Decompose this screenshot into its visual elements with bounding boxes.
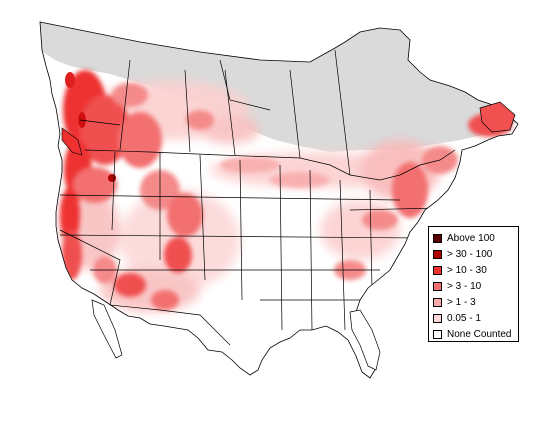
legend-label: > 10 - 30 [447,264,487,276]
legend-label: > 30 - 100 [447,248,493,260]
legend-item-3-10: > 3 - 10 [433,278,518,294]
legend-swatch [433,249,442,259]
legend: Above 100 > 30 - 100 > 10 - 30 > 3 - 10 … [428,226,519,342]
florida [349,309,381,371]
legend-label: > 3 - 10 [447,280,482,292]
legend-swatch [433,281,442,291]
legend-swatch [433,233,442,243]
legend-label: Above 100 [447,232,495,244]
newfoundland [479,101,516,133]
legend-item-none-counted: None Counted [433,326,518,342]
legend-item-1-3: > 1 - 3 [433,294,518,310]
legend-label: 0.05 - 1 [447,312,481,324]
legend-item-0-05-1: 0.05 - 1 [433,310,518,326]
legend-label: None Counted [447,328,512,340]
baja-california [91,299,123,359]
no-data-region [40,22,518,152]
legend-swatch [433,265,442,275]
legend-item-10-30: > 10 - 30 [433,262,518,278]
legend-item-above-100: Above 100 [433,230,518,246]
vancouver-island [61,127,83,156]
legend-swatch [433,297,442,307]
legend-swatch [433,329,442,339]
legend-swatch [433,313,442,323]
state-province-borders [59,49,456,346]
legend-label: > 1 - 3 [447,296,476,308]
legend-item-30-100: > 30 - 100 [433,246,518,262]
